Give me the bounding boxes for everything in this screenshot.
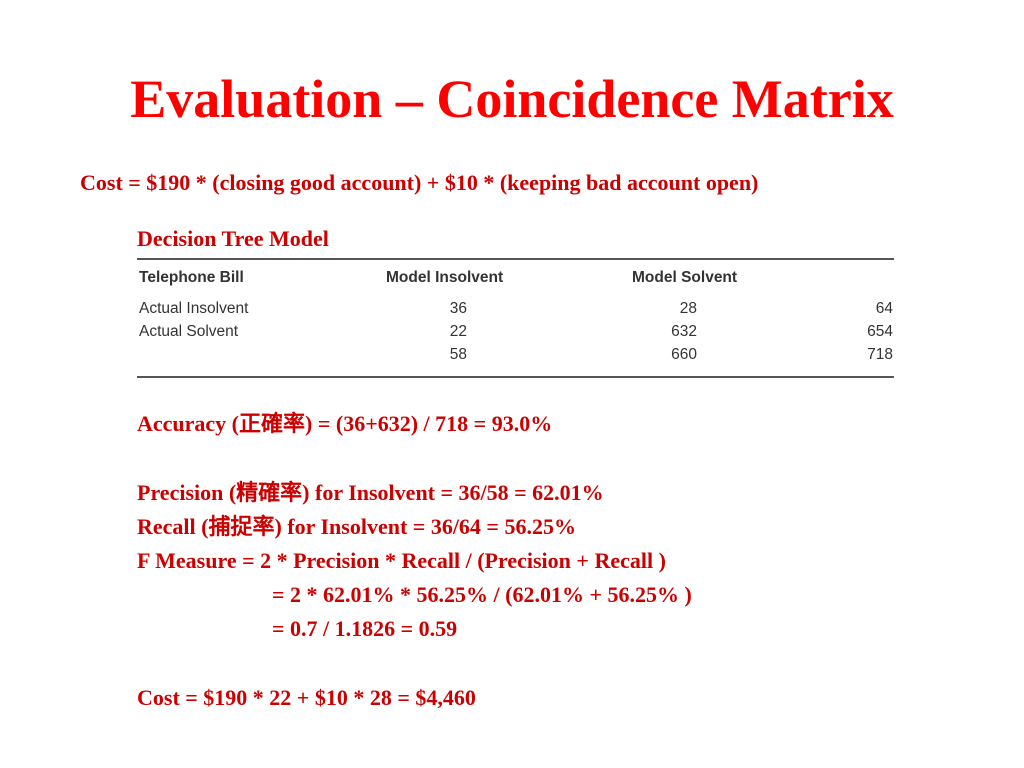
cell-insolvent: 36 bbox=[449, 300, 467, 317]
recall-line: Recall (捕捉率) for Insolvent = 36/64 = 56.… bbox=[137, 514, 576, 539]
precision-line: Precision (精確率) for Insolvent = 36/58 = … bbox=[137, 480, 604, 505]
slide-title: Evaluation – Coincidence Matrix bbox=[130, 69, 894, 129]
table-bottom-rule bbox=[137, 376, 894, 378]
model-name: Decision Tree Model bbox=[137, 226, 329, 251]
row-label: Actual Insolvent bbox=[139, 300, 249, 317]
cost-formula: Cost = $190 * (closing good account) + $… bbox=[80, 170, 759, 195]
cell-total: 654 bbox=[867, 323, 893, 340]
accuracy-line: Accuracy (正確率) = (36+632) / 718 = 93.0% bbox=[137, 411, 553, 436]
header-model-solvent: Model Solvent bbox=[632, 269, 738, 286]
table-top-rule bbox=[137, 258, 894, 260]
row-label: Actual Solvent bbox=[139, 323, 239, 340]
cell-solvent: 28 bbox=[679, 300, 697, 317]
header-telephone-bill: Telephone Bill bbox=[139, 269, 244, 286]
f-measure-expansion: = 2 * 62.01% * 56.25% / (62.01% + 56.25%… bbox=[272, 582, 692, 607]
header-model-insolvent: Model Insolvent bbox=[386, 269, 504, 286]
cost-result-line: Cost = $190 * 22 + $10 * 28 = $4,460 bbox=[137, 685, 476, 710]
cell-insolvent: 58 bbox=[449, 346, 467, 363]
cell-insolvent: 22 bbox=[449, 323, 467, 340]
coincidence-matrix-table: Telephone Bill Model Insolvent Model Sol… bbox=[137, 256, 894, 382]
f-measure-result: = 0.7 / 1.1826 = 0.59 bbox=[272, 616, 458, 641]
cell-total: 718 bbox=[867, 346, 893, 363]
f-measure-line: F Measure = 2 * Precision * Recall / (Pr… bbox=[137, 548, 666, 573]
cell-total: 64 bbox=[875, 300, 893, 317]
cell-solvent: 660 bbox=[671, 346, 697, 363]
cell-solvent: 632 bbox=[671, 323, 697, 340]
